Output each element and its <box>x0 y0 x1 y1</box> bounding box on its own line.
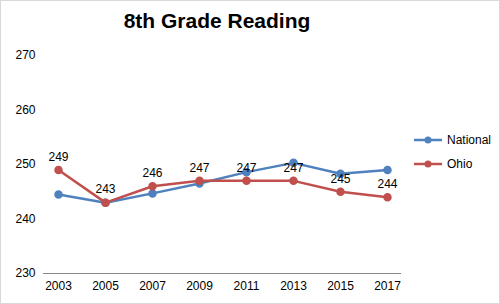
html-text:National: National <box>447 133 491 147</box>
svg-text:2011: 2011 <box>234 279 260 293</box>
svg-text:2013: 2013 <box>280 279 307 293</box>
svg-text:2003: 2003 <box>45 279 72 293</box>
svg-text:247: 247 <box>236 161 256 175</box>
svg-text:244: 244 <box>377 177 397 191</box>
html-text:8th Grade Reading: 8th Grade Reading <box>123 9 311 32</box>
svg-text:260: 260 <box>15 103 35 117</box>
svg-text:230: 230 <box>15 266 35 280</box>
svg-text:2007: 2007 <box>139 279 166 293</box>
svg-text:245: 245 <box>330 172 350 186</box>
svg-text:249: 249 <box>48 150 68 164</box>
svg-text:247: 247 <box>283 161 303 175</box>
svg-text:2005: 2005 <box>92 279 119 293</box>
svg-text:243: 243 <box>95 182 115 196</box>
svg-text:270: 270 <box>15 48 35 62</box>
svg-text:246: 246 <box>142 166 162 180</box>
svg-text:240: 240 <box>15 212 35 226</box>
svg-text:250: 250 <box>15 157 35 171</box>
svg-text:247: 247 <box>189 161 209 175</box>
svg-text:2015: 2015 <box>327 279 354 293</box>
html-text:Ohio: Ohio <box>447 157 473 171</box>
svg-text:2009: 2009 <box>186 279 213 293</box>
svg-text:2017: 2017 <box>374 279 401 293</box>
